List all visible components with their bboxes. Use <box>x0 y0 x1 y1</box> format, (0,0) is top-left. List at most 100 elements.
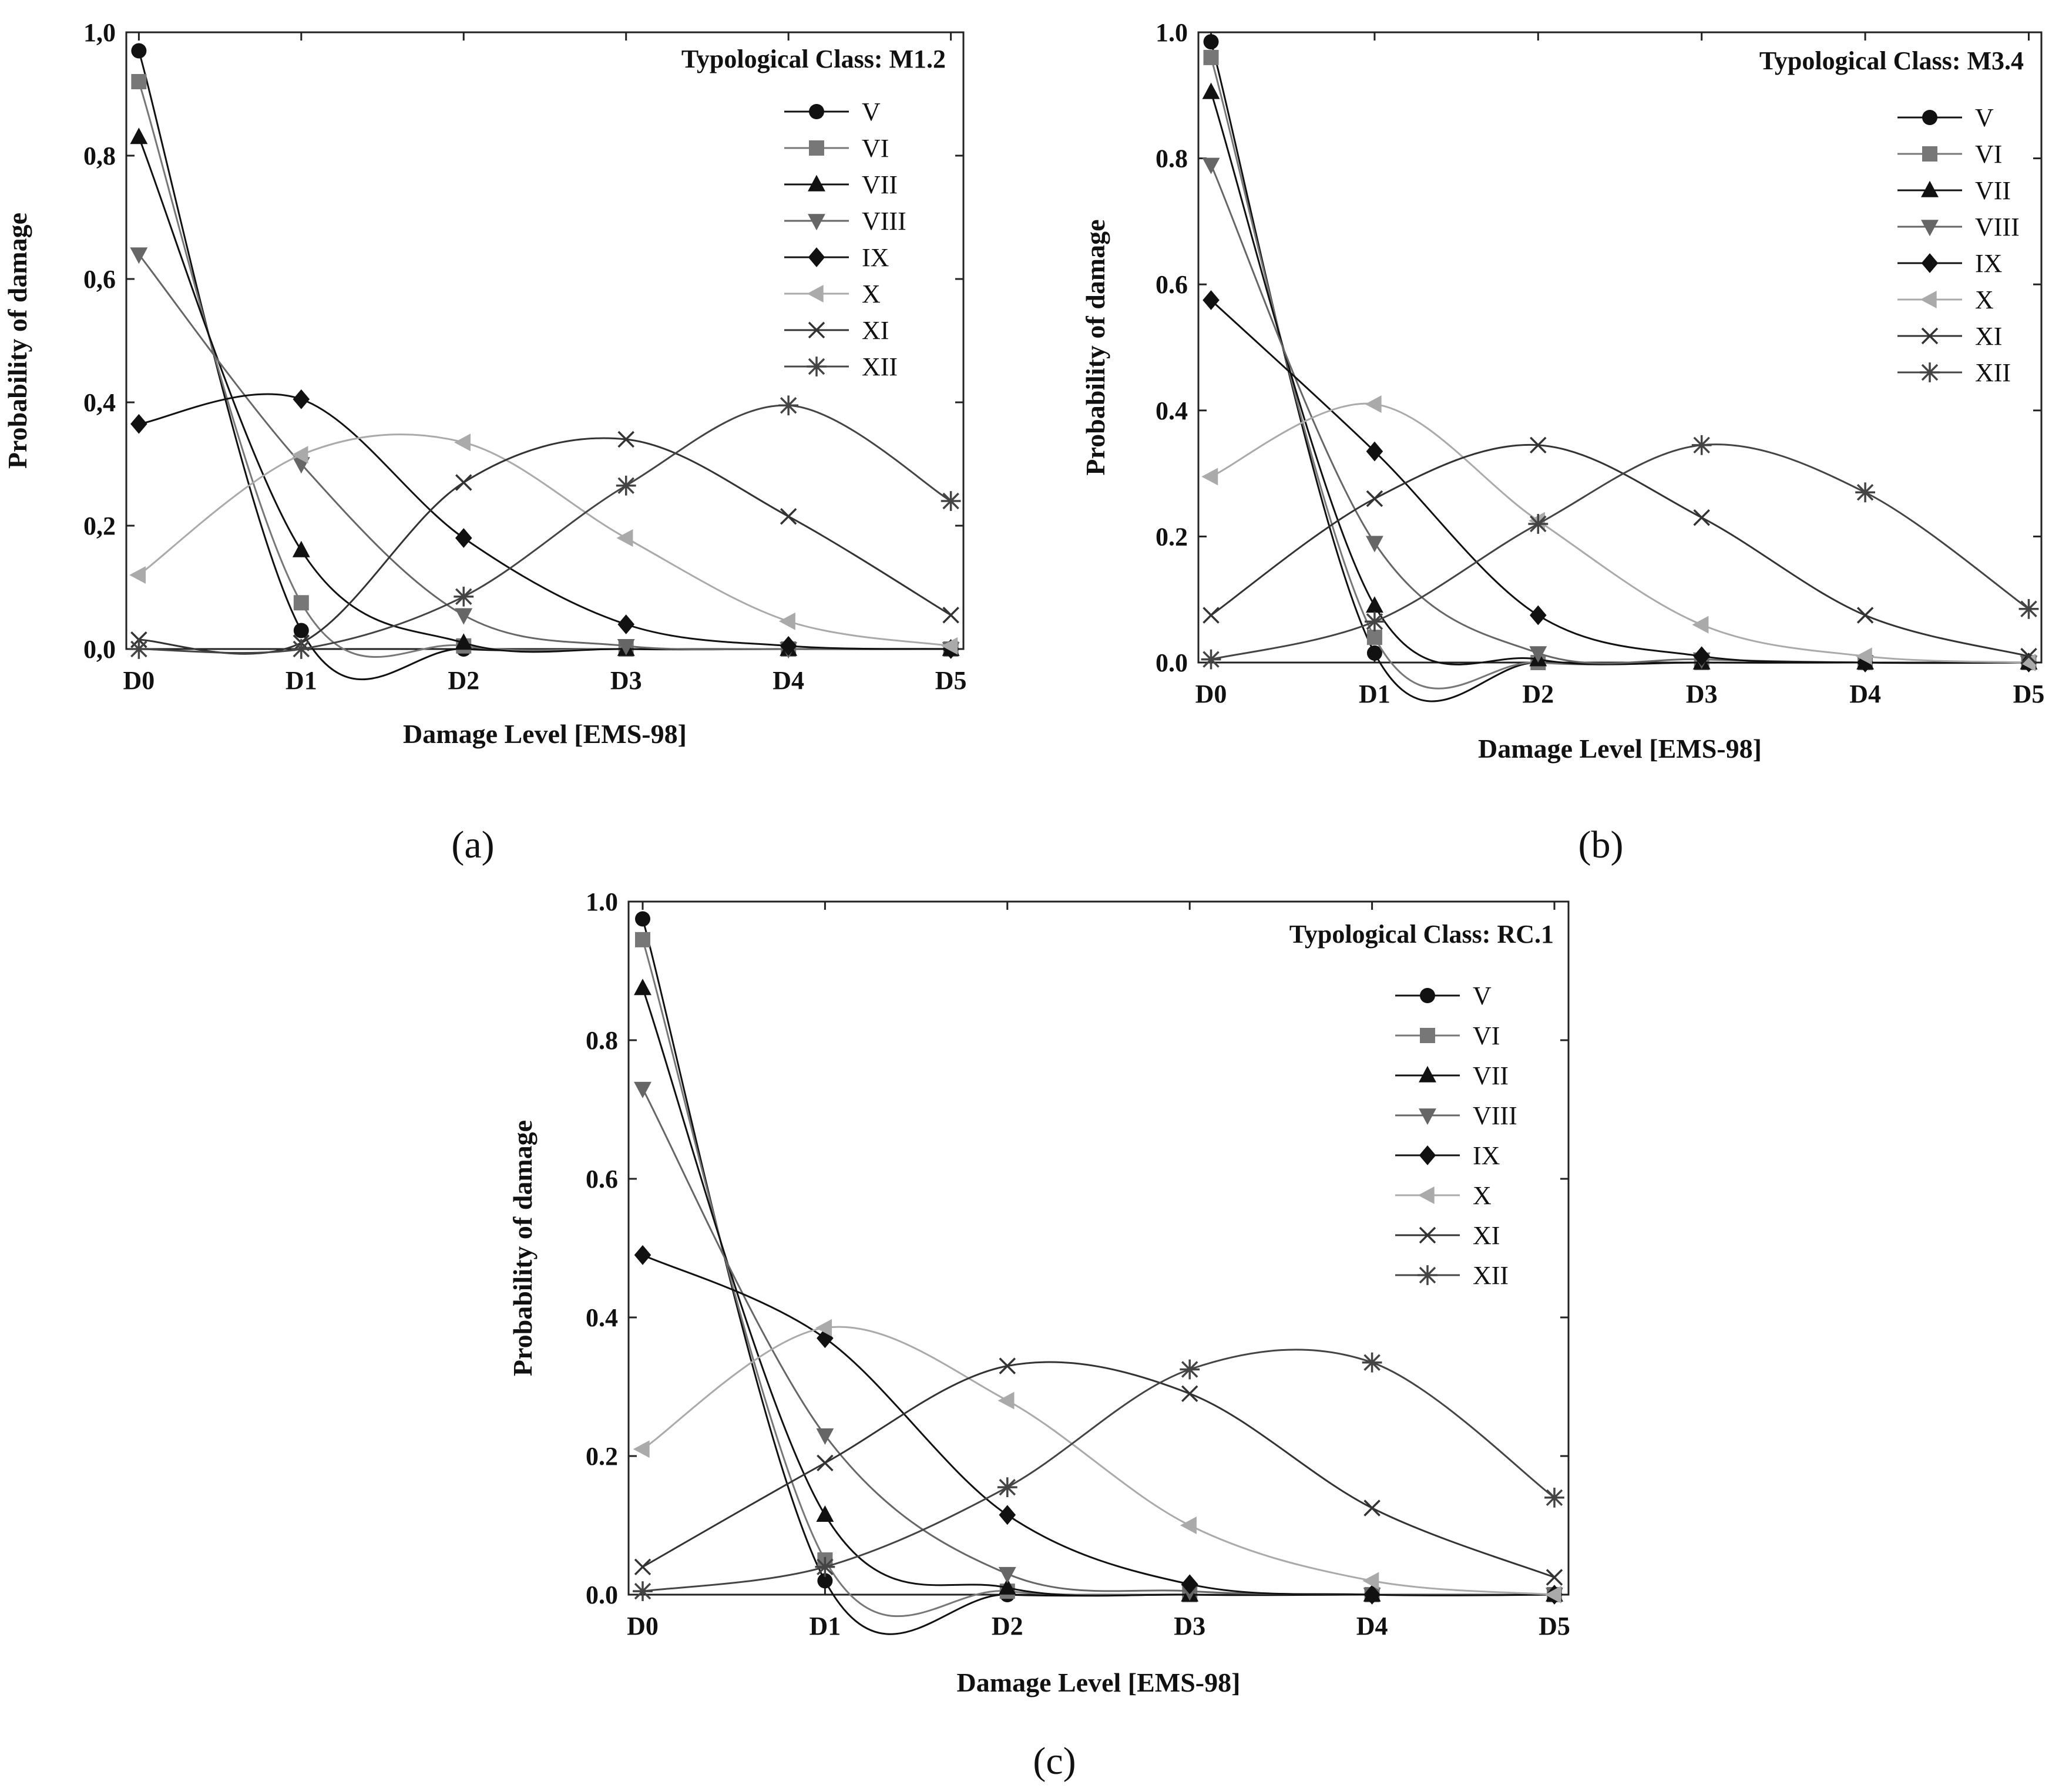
y-tick-label: 0,8 <box>83 142 116 170</box>
plot-frame <box>627 900 1570 1596</box>
chart-title: Typological Class: RC.1 <box>1289 920 1554 949</box>
y-tick-label: 0.8 <box>1156 144 1188 173</box>
data-point-XII-D4 <box>778 395 799 416</box>
legend-marker-X <box>807 285 824 302</box>
data-point-XI-D3 <box>1693 509 1710 526</box>
data-point-XII-D1 <box>291 639 311 659</box>
legend-marker-IX <box>1921 253 1939 273</box>
data-point-X-D4 <box>1362 1572 1379 1590</box>
legend-label-XII: XII <box>1473 1261 1509 1290</box>
y-tick-label: 1.0 <box>586 887 618 916</box>
data-point-X-D1 <box>291 446 308 464</box>
legend-marker-V <box>809 104 824 119</box>
data-point-IX-D1 <box>1366 441 1383 462</box>
data-point-X-D2 <box>997 1391 1015 1410</box>
data-point-XI-D2 <box>999 1357 1016 1374</box>
data-point-XII-D1 <box>1365 611 1385 632</box>
data-point-XII-D2 <box>454 586 474 607</box>
data-point-IX-D2 <box>999 1505 1016 1525</box>
legend-label-IX: IX <box>1975 249 2002 278</box>
data-point-VII-D0 <box>1202 82 1220 99</box>
legend-label-XI: XI <box>1473 1221 1500 1250</box>
legend-label-X: X <box>862 280 881 308</box>
data-point-VII-D0 <box>634 979 651 996</box>
data-point-XI-D5 <box>1546 1569 1563 1586</box>
series-line-IX <box>1210 299 2029 664</box>
legend-marker-VII <box>1921 180 1939 197</box>
data-point-XI-D4 <box>1363 1500 1381 1517</box>
data-point-V-D1 <box>1366 645 1382 661</box>
data-point-IX-D0 <box>634 1245 651 1265</box>
legend-marker-VI <box>1922 146 1937 162</box>
x-tick-label: D0 <box>1195 680 1227 708</box>
x-tick-label: D1 <box>810 1612 841 1640</box>
data-point-IX-D3 <box>1693 646 1710 667</box>
data-point-XII-D5 <box>1544 1487 1564 1508</box>
data-point-VI-D0 <box>131 74 147 89</box>
caption-a: (a) <box>451 823 494 866</box>
series-line-XII <box>139 404 952 654</box>
x-tick-label: D1 <box>1359 680 1390 708</box>
series-line-X <box>642 1326 1555 1596</box>
y-tick-label: 0,0 <box>83 635 116 664</box>
data-point-X-D4 <box>778 612 795 630</box>
data-point-XI-D5 <box>2020 648 2037 665</box>
y-tick-label: 0,4 <box>83 388 116 417</box>
legend-marker-IX <box>1419 1145 1436 1165</box>
data-point-X-D0 <box>1201 468 1218 486</box>
data-point-VII-D1 <box>1365 596 1383 613</box>
legend-label-X: X <box>1975 285 1994 314</box>
data-point-XII-D3 <box>1180 1359 1200 1380</box>
legend-marker-VIII <box>808 214 825 231</box>
data-point-X-D2 <box>454 433 471 452</box>
data-point-V-D1 <box>817 1573 833 1589</box>
x-tick-label: D4 <box>1356 1612 1388 1640</box>
y-tick-label: 0.6 <box>586 1165 618 1193</box>
data-point-V-D0 <box>635 911 650 927</box>
legend-marker-X <box>1418 1186 1435 1204</box>
series-line-XII <box>1211 443 2030 661</box>
data-point-V-D1 <box>293 623 309 638</box>
panel-c: 0.0 0.2 0.4 0.6 0.8 1.0 D0 D1 D2 D3 D4 D5 Damage Lev… <box>508 887 1570 1697</box>
series-line-VI <box>137 81 951 658</box>
data-point-IX-D0 <box>130 413 147 434</box>
x-tick-label: D4 <box>772 666 804 695</box>
data-point-X-D0 <box>129 566 146 584</box>
data-point-XII-D3 <box>1691 435 1712 455</box>
data-point-X-D1 <box>1365 395 1382 413</box>
series-line-X <box>138 433 951 647</box>
y-axis-label: Probability of damage <box>1080 219 1110 475</box>
y-tick-label: 0.2 <box>586 1442 618 1471</box>
data-point-VII-D1 <box>292 540 310 557</box>
data-point-VII-D1 <box>816 1505 834 1522</box>
legend-label-V: V <box>1473 981 1492 1010</box>
legend-label-VIII: VIII <box>862 207 906 236</box>
plot-frame <box>1197 31 2043 664</box>
data-point-XII-D0 <box>129 639 149 659</box>
x-tick-label: D5 <box>935 666 967 695</box>
data-point-VIII-D2 <box>1529 646 1547 663</box>
legend-label-VIII: VIII <box>1975 213 2020 241</box>
y-tick-label: 1,0 <box>83 18 116 47</box>
legend-marker-XII <box>1920 362 1940 382</box>
panel-b: 0.0 0.2 0.4 0.6 0.8 1.0 D0 D1 D2 D3 D4 D5 Damage Lev… <box>1080 18 2044 764</box>
y-tick-label: 0.4 <box>586 1303 618 1332</box>
data-point-XI-D1 <box>817 1454 834 1472</box>
y-axis-label: Probability of damage <box>2 213 32 469</box>
chart-title: Typological Class: M1.2 <box>681 45 946 73</box>
series-line-VII <box>641 988 1554 1597</box>
x-tick-label: D2 <box>992 1612 1023 1640</box>
data-point-V-D0 <box>131 43 147 59</box>
data-point-XII-D0 <box>1201 649 1221 670</box>
caption-c: (c) <box>1033 1740 1076 1783</box>
data-point-VI-D1 <box>1366 630 1382 645</box>
data-point-XII-D4 <box>1855 482 1875 503</box>
y-tick-label: 1.0 <box>1156 18 1188 47</box>
data-point-IX-D3 <box>617 614 635 634</box>
legend-marker-IX <box>808 247 825 267</box>
data-point-VI-D0 <box>635 932 650 947</box>
data-point-VIII-D2 <box>455 608 473 625</box>
data-point-XI-D1 <box>1366 490 1383 507</box>
series-line-XII <box>642 1349 1555 1592</box>
legend-marker-XI <box>1921 327 1939 345</box>
